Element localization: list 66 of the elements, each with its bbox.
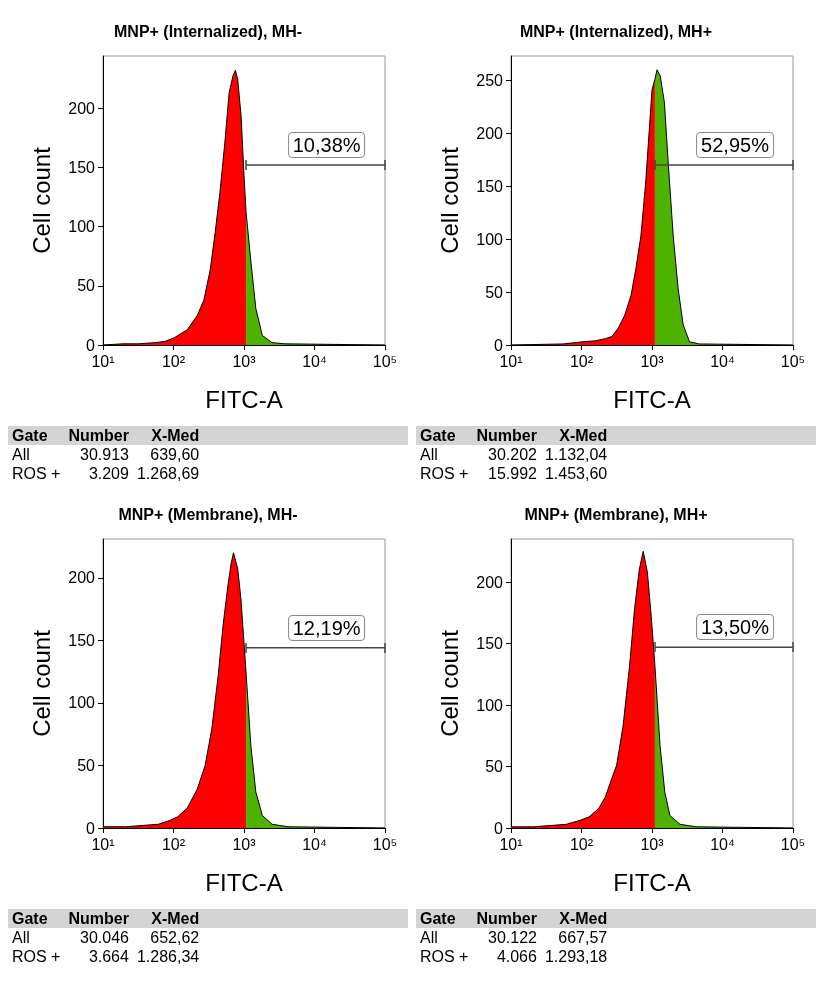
text: ROS + 15.992 1.453,60	[420, 465, 608, 482]
text: All 30.913 639,60	[12, 446, 200, 463]
x-tick-label: 10³	[640, 835, 665, 853]
text: ROS + 3.664 1.286,34	[12, 948, 200, 965]
y-tick-label: 250	[476, 71, 504, 89]
y-tick-label: 150	[476, 177, 504, 195]
text: ROS + 4.066 1.293,18	[420, 948, 608, 965]
y-tick-label: 50	[485, 758, 504, 776]
y-tick-label: 100	[68, 218, 96, 236]
header-band: Gate Number X-Med	[416, 909, 816, 928]
y-tick-label: 150	[476, 635, 504, 653]
y-tick-label: 200	[476, 573, 504, 591]
x-tick-label: 10⁴	[710, 835, 735, 853]
x-tick-label: 10³	[232, 835, 257, 853]
y-tick-label: 0	[86, 819, 96, 837]
x-tick-label: 10¹	[499, 835, 523, 853]
y-tick-label: 0	[494, 336, 504, 354]
x-tick-label: 10⁵	[780, 835, 806, 853]
chart-title: MNP+ (Internalized), MH-	[113, 22, 303, 40]
y-axis-title: Cell count	[27, 146, 55, 254]
series-label: 10,38%	[287, 131, 366, 158]
x-tick-label: 10¹	[91, 352, 115, 370]
y-tick-label: 50	[77, 756, 96, 774]
y-tick-label: 100	[68, 694, 96, 712]
x-tick-label: 10⁵	[372, 352, 398, 370]
x-tick-label: 10²	[569, 835, 594, 853]
y-axis-title: Cell count	[435, 629, 463, 737]
series-label: 12,19%	[287, 614, 366, 641]
chart-title: MNP+ (Membrane), MH-	[118, 505, 298, 523]
y-axis-title: Cell count	[435, 146, 463, 254]
y-tick-label: 200	[476, 124, 504, 142]
x-tick-label: 10⁴	[302, 835, 327, 853]
series-label: 13,50%	[696, 614, 774, 641]
text: ROS + 3.209 1.268,69	[12, 465, 200, 482]
text: All 30.122 667,57	[420, 929, 608, 946]
x-tick-label: 10⁴	[710, 352, 735, 370]
y-tick-label: 50	[485, 283, 504, 301]
y-tick-label: 50	[77, 277, 96, 295]
series-label: 52,95%	[696, 132, 774, 159]
x-tick-label: 10¹	[91, 835, 115, 853]
x-axis-title: FITC-A	[613, 385, 691, 413]
chart-title: MNP+ (Membrane), MH+	[524, 505, 708, 523]
x-axis-title: FITC-A	[613, 868, 691, 896]
x-tick-label: 10⁴	[302, 352, 327, 370]
y-tick-label: 0	[494, 819, 504, 837]
y-tick-label: 200	[68, 569, 96, 587]
y-tick-label: 150	[68, 158, 96, 176]
text: All 30.046 652,62	[12, 929, 200, 946]
x-tick-label: 10²	[161, 352, 186, 370]
x-tick-label: 10¹	[499, 352, 523, 370]
x-tick-label: 10²	[569, 352, 594, 370]
x-axis-title: FITC-A	[205, 868, 283, 896]
x-tick-label: 10⁵	[780, 352, 806, 370]
y-tick-label: 100	[476, 696, 504, 714]
y-tick-label: 100	[476, 230, 504, 248]
x-tick-label: 10²	[161, 835, 186, 853]
text: All 30.202 1.132,04	[420, 446, 608, 463]
x-tick-label: 10³	[640, 352, 665, 370]
y-tick-label: 200	[68, 99, 96, 117]
x-axis-title: FITC-A	[205, 385, 283, 413]
y-axis-title: Cell count	[27, 629, 55, 737]
y-tick-label: 0	[86, 336, 96, 354]
chart-title: MNP+ (Internalized), MH+	[519, 22, 713, 40]
x-tick-label: 10³	[232, 352, 257, 370]
x-tick-label: 10⁵	[372, 835, 398, 853]
y-tick-label: 150	[68, 631, 96, 649]
